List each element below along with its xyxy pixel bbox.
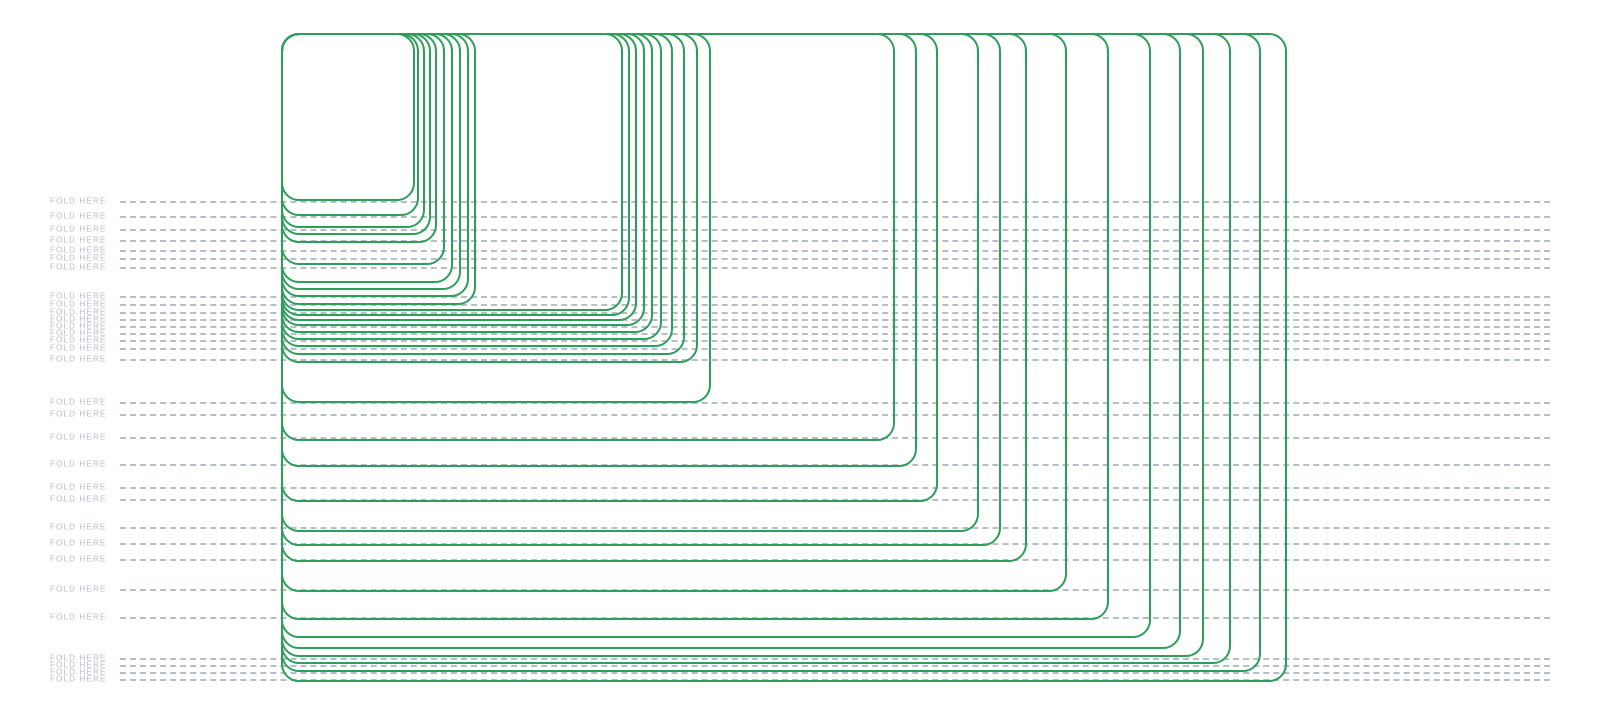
nested-rect bbox=[281, 33, 415, 201]
fold-here-label: FOLD HERE bbox=[50, 585, 107, 594]
fold-here-label: FOLD HERE bbox=[50, 344, 107, 353]
diagram-stage: FOLD HEREFOLD HEREFOLD HEREFOLD HEREFOLD… bbox=[0, 0, 1600, 704]
fold-here-label: FOLD HERE bbox=[50, 398, 107, 407]
fold-here-label: FOLD HERE bbox=[50, 613, 107, 622]
fold-here-label: FOLD HERE bbox=[50, 212, 107, 221]
fold-here-label: FOLD HERE bbox=[50, 254, 107, 263]
fold-here-label: FOLD HERE bbox=[50, 236, 107, 245]
fold-here-label: FOLD HERE bbox=[50, 555, 107, 564]
fold-here-label: FOLD HERE bbox=[50, 410, 107, 419]
fold-here-label: FOLD HERE bbox=[50, 433, 107, 442]
fold-here-label: FOLD HERE bbox=[50, 197, 107, 206]
fold-here-label: FOLD HERE bbox=[50, 483, 107, 492]
fold-here-label: FOLD HERE bbox=[50, 495, 107, 504]
fold-here-label: FOLD HERE bbox=[50, 355, 107, 364]
fold-here-label: FOLD HERE bbox=[50, 539, 107, 548]
fold-here-label: FOLD HERE bbox=[50, 460, 107, 469]
fold-here-label: FOLD HERE bbox=[50, 523, 107, 532]
fold-here-label: FOLD HERE bbox=[50, 225, 107, 234]
fold-here-label: FOLD HERE bbox=[50, 675, 107, 684]
fold-here-label: FOLD HERE bbox=[50, 263, 107, 272]
